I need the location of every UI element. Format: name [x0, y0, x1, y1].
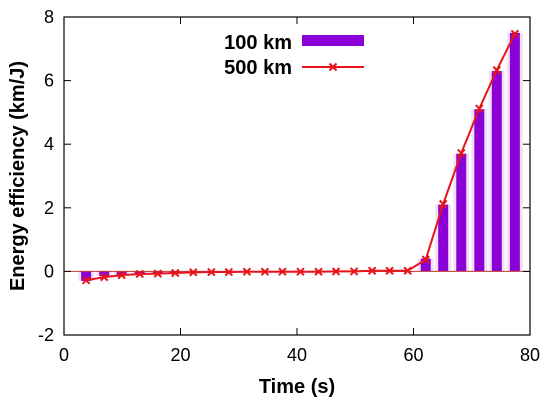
point-500km [117, 271, 126, 280]
bar-100km [420, 258, 431, 272]
legend-label-100km: 100 km [224, 32, 292, 54]
x-tick-label: 0 [59, 345, 69, 365]
point-500km [457, 148, 466, 158]
point-500km [260, 267, 270, 276]
y-tick-label: 6 [44, 71, 54, 91]
y-tick-label: 2 [44, 198, 54, 218]
legend-label-500km: 500 km [224, 57, 292, 79]
point-500km [367, 266, 377, 275]
bar-100km [474, 109, 485, 272]
x-axis-title: Time (s) [259, 376, 335, 398]
point-500km [385, 266, 394, 275]
bar-100km [509, 32, 520, 272]
x-tick-label: 20 [170, 345, 190, 365]
y-tick-label: 8 [44, 7, 54, 27]
legend-marker-500km [328, 62, 338, 72]
point-500km [171, 268, 180, 278]
point-500km [135, 269, 144, 279]
point-500km [81, 276, 91, 285]
bar-100km [491, 71, 502, 272]
point-500km [314, 267, 323, 276]
bar-100km [438, 204, 449, 272]
y-tick-label: -2 [38, 325, 54, 345]
bar-100km [116, 271, 127, 276]
y-axis-title: Energy efficiency (km/J) [7, 61, 29, 291]
point-500km [278, 267, 287, 276]
point-500km [439, 199, 448, 209]
legend-swatch-100km [302, 35, 364, 46]
point-500km [331, 267, 341, 276]
point-500km [99, 272, 109, 282]
y-tick-label: 4 [44, 134, 54, 154]
y-tick-label: 0 [44, 261, 54, 281]
point-500km [153, 269, 162, 278]
point-500km [349, 267, 359, 276]
point-500km [421, 255, 430, 264]
bar-100km [99, 271, 110, 277]
line-layer [81, 29, 520, 285]
point-500km [224, 267, 234, 277]
point-500km [207, 267, 216, 277]
x-tick-label: 80 [520, 345, 540, 365]
point-500km [475, 104, 484, 113]
x-tick-label: 40 [287, 345, 307, 365]
bar-100km [81, 271, 92, 281]
bars-layer [78, 32, 523, 281]
x-tick-label: 60 [403, 345, 423, 365]
point-500km [403, 266, 412, 275]
point-500km [492, 65, 502, 75]
bar-100km [456, 153, 467, 272]
point-500km [242, 267, 252, 276]
point-500km [189, 268, 198, 277]
point-500km [296, 267, 305, 276]
legend: 100 km 500 km [224, 32, 364, 79]
point-500km [510, 29, 520, 39]
